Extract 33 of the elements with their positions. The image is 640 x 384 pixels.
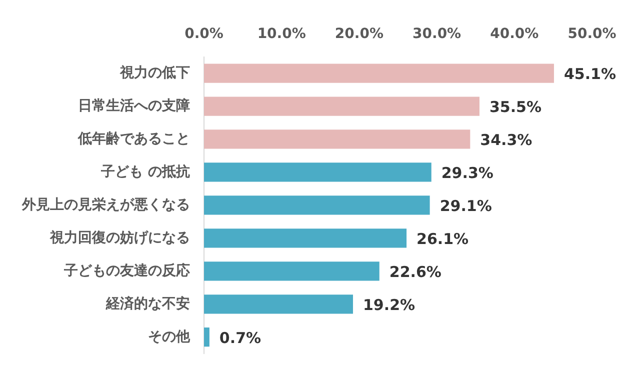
data-label: 26.1% <box>416 230 469 248</box>
y-tick-label: 日常生活への支障 <box>78 96 190 114</box>
bar <box>204 64 554 83</box>
data-label: 45.1% <box>564 65 616 84</box>
y-tick-label: 子どもの友達の反応 <box>63 262 190 279</box>
data-label: 35.5% <box>489 98 542 116</box>
y-tick-label: 低年齢であること <box>77 130 190 147</box>
data-label: 29.3% <box>441 164 494 182</box>
bar <box>204 228 407 248</box>
bar <box>204 262 380 281</box>
x-tick-label: 40.0% <box>490 26 539 42</box>
x-tick-label: 50.0% <box>568 26 616 42</box>
bar <box>204 130 470 149</box>
y-tick-label: 経済的な不安 <box>105 294 190 312</box>
x-tick-label: 10.0% <box>257 26 306 42</box>
y-tick-label: 視力の低下 <box>119 64 190 81</box>
bar <box>204 96 480 116</box>
data-label: 0.7% <box>219 329 262 347</box>
y-tick-label: 子ども の抵抗 <box>100 164 190 180</box>
bar <box>204 162 432 182</box>
data-label: 29.1% <box>440 197 492 216</box>
data-label: 19.2% <box>362 296 416 314</box>
x-tick-label: 0.0% <box>184 26 224 42</box>
bar <box>204 328 210 347</box>
x-tick-label: 20.0% <box>334 26 384 42</box>
y-tick-label: その他 <box>148 328 191 345</box>
x-tick-label: 30.0% <box>412 26 462 42</box>
y-tick-label: 外見上の見栄えが悪くなる <box>21 196 190 213</box>
y-tick-label: 視力回復の妨げになる <box>49 228 190 246</box>
data-label: 34.3% <box>480 131 532 150</box>
bar <box>204 196 430 215</box>
bar <box>204 294 353 314</box>
data-label: 22.6% <box>389 263 442 282</box>
